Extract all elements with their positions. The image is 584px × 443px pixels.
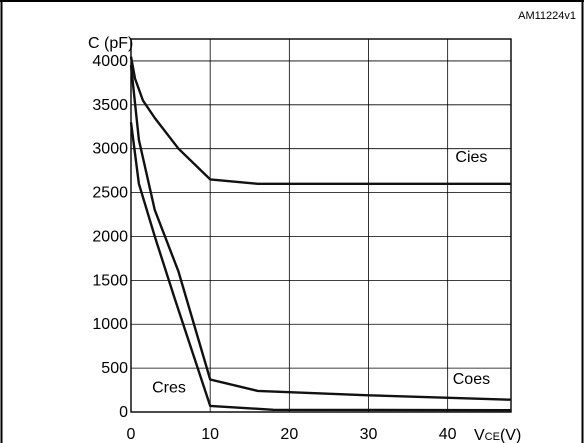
x-tick-label-20: 20 <box>280 426 298 443</box>
x-axis-label-unit: (V) <box>500 427 521 443</box>
annotation-cres: Cres <box>152 380 186 397</box>
figure-id: AM11224v1 <box>518 10 576 22</box>
annotations-layer: Cies Coes Cres <box>152 149 490 397</box>
y-tick-label-4000: 4000 <box>92 53 128 70</box>
series-coes-line <box>129 65 512 401</box>
annotation-cies: Cies <box>455 149 487 166</box>
y-tick-label-3000: 3000 <box>92 141 128 158</box>
x-axis-label: VCE(V) <box>474 427 521 443</box>
series-cres-line <box>129 122 512 412</box>
x-ticks: 0 10 20 30 40 <box>127 426 457 443</box>
y-axis-label: C (pF) <box>88 35 133 52</box>
x-tick-label-30: 30 <box>360 426 378 443</box>
y-tick-label-2500: 2500 <box>92 185 128 202</box>
x-tick-label-0: 0 <box>127 426 136 443</box>
series-layer <box>129 56 512 412</box>
y-tick-label-1500: 1500 <box>92 272 128 289</box>
y-ticks: 0 500 1000 1500 2000 2500 3000 3500 4000 <box>92 53 128 421</box>
y-tick-label-3500: 3500 <box>92 97 128 114</box>
grid <box>131 39 511 412</box>
x-axis-label-main: V <box>474 427 485 443</box>
plot-area <box>130 38 512 413</box>
y-tick-label-2000: 2000 <box>92 228 128 245</box>
x-tick-label-10: 10 <box>201 426 219 443</box>
annotation-coes: Coes <box>453 371 490 388</box>
x-tick-label-40: 40 <box>439 426 457 443</box>
series-cies-line <box>129 56 511 185</box>
y-tick-label-0: 0 <box>119 404 128 421</box>
x-axis-label-sub: CE <box>485 431 500 443</box>
plot-frame <box>130 38 512 413</box>
y-tick-label-1000: 1000 <box>92 316 128 333</box>
y-tick-label-500: 500 <box>101 360 128 377</box>
